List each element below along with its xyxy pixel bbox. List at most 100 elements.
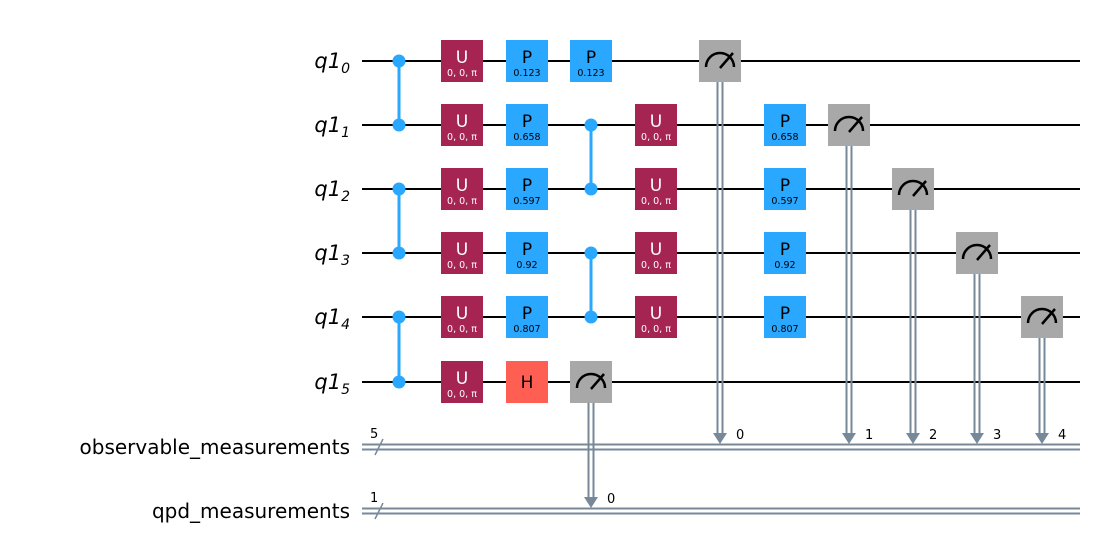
- gate-label: U: [456, 240, 468, 260]
- measure-gate: 4: [1021, 296, 1066, 444]
- measure-box: [570, 361, 612, 403]
- gate-box: [506, 232, 548, 274]
- p-gate: P0.658: [764, 104, 806, 146]
- gate-box: [570, 40, 612, 82]
- control-dot: [584, 182, 598, 196]
- gate-label: U: [456, 48, 468, 68]
- gate-param: 0.658: [771, 132, 798, 143]
- gate-label: P: [522, 112, 532, 132]
- gate-label: U: [650, 176, 662, 196]
- gate-param: 0, 0, π: [447, 132, 477, 143]
- p-gate: P0.807: [764, 296, 806, 338]
- gate-label: H: [521, 373, 534, 393]
- meter-icon: [961, 243, 993, 260]
- classical-bit-index: 4: [1058, 428, 1066, 443]
- u-gate: U0, 0, π: [441, 361, 483, 403]
- meter-needle-icon: [719, 52, 734, 69]
- qubit-label: q11: [314, 113, 350, 141]
- meter-icon: [897, 179, 929, 196]
- arrow-icon: [906, 433, 920, 444]
- gate-label: U: [650, 304, 662, 324]
- p-gate: P0.123: [506, 40, 548, 82]
- gate-label: U: [456, 304, 468, 324]
- u-gate: U0, 0, π: [441, 168, 483, 210]
- classical-bit-index: 3: [993, 428, 1001, 443]
- cz-gate: [392, 182, 406, 260]
- arrow-icon: [842, 433, 856, 444]
- creg-size: 5: [370, 427, 378, 442]
- classical-bit-index: 0: [736, 428, 744, 443]
- p-gate: P0.658: [506, 104, 548, 146]
- gate-label: P: [522, 304, 532, 324]
- p-gate: P0.123: [570, 40, 612, 82]
- p-gate: P0.92: [506, 232, 548, 274]
- qubit-index: 1: [341, 125, 350, 141]
- gate-param: 0.123: [513, 68, 540, 79]
- p-gate: P0.92: [764, 232, 806, 274]
- classical-bit-index: 0: [607, 492, 615, 507]
- gate-box: [441, 104, 483, 146]
- cz-gate: [584, 118, 598, 196]
- qubit-index: 5: [341, 382, 350, 398]
- qubit-name: q1: [314, 241, 341, 265]
- meter-needle-icon: [912, 180, 927, 197]
- u-gate: U0, 0, π: [441, 232, 483, 274]
- control-dot: [392, 118, 406, 132]
- gate-label: U: [456, 176, 468, 196]
- arrow-icon: [713, 433, 727, 444]
- gate-box: [635, 104, 677, 146]
- gate-param: 0.807: [771, 324, 798, 335]
- measure-box: [828, 104, 870, 146]
- qubit-name: q1: [314, 113, 341, 137]
- p-gate: P0.597: [506, 168, 548, 210]
- qubit-label: q12: [314, 177, 350, 205]
- qubit-label: q13: [314, 241, 350, 269]
- gate-param: 0.92: [516, 260, 537, 271]
- qubit-label: q10: [314, 49, 350, 77]
- arrow-icon: [1035, 433, 1049, 444]
- gate-box: [441, 296, 483, 338]
- gate-box: [764, 232, 806, 274]
- creg-label: qpd_measurements: [152, 499, 350, 523]
- arrow-icon: [584, 497, 598, 508]
- qubit-index: 0: [341, 61, 350, 77]
- p-gate: P0.807: [506, 296, 548, 338]
- gate-param: 0, 0, π: [641, 132, 671, 143]
- gate-box: [506, 361, 548, 403]
- qubit-name: q1: [314, 305, 341, 329]
- measure-gate: 2: [892, 168, 937, 444]
- gate-label: P: [522, 48, 532, 68]
- qubit-name: q1: [314, 177, 341, 201]
- u-gate: U0, 0, π: [635, 168, 677, 210]
- measure-box: [956, 232, 998, 274]
- qubit-name: q1: [314, 370, 341, 394]
- gate-label: P: [780, 304, 790, 324]
- control-dot: [584, 118, 598, 132]
- qubit-label: q15: [314, 370, 350, 398]
- gate-box: [506, 104, 548, 146]
- meter-needle-icon: [1041, 308, 1056, 325]
- gate-param: 0, 0, π: [641, 260, 671, 271]
- creg-bundle-slash: [374, 438, 384, 456]
- u-gate: U0, 0, π: [441, 296, 483, 338]
- meter-icon: [1026, 307, 1058, 324]
- gate-box: [635, 168, 677, 210]
- p-gate: P0.597: [764, 168, 806, 210]
- classical-bit-index: 1: [865, 428, 873, 443]
- gate-box: [635, 296, 677, 338]
- gate-label: U: [650, 240, 662, 260]
- control-dot: [584, 246, 598, 260]
- creg-size: 1: [370, 491, 378, 506]
- qubit-index: 2: [341, 189, 350, 205]
- h-gate: H: [506, 361, 548, 403]
- meter-icon: [833, 115, 865, 132]
- measure-box: [1021, 296, 1063, 338]
- creg-label: observable_measurements: [80, 435, 350, 459]
- qubit-label: q14: [314, 305, 350, 333]
- gate-param: 0.807: [513, 324, 540, 335]
- u-gate: U0, 0, π: [635, 104, 677, 146]
- measure-gate: 3: [956, 232, 1001, 444]
- meter-icon: [575, 372, 607, 389]
- gate-label: P: [780, 112, 790, 132]
